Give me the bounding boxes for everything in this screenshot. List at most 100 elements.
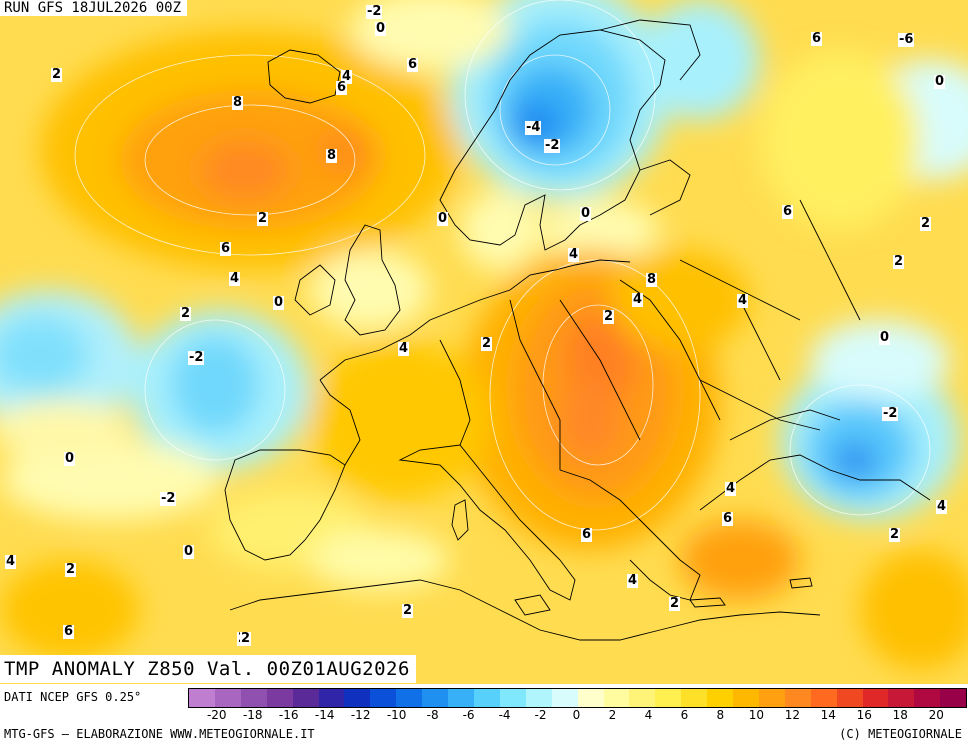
contour-value-label: 8 <box>232 95 244 110</box>
contour-value-label: 4 <box>627 573 639 588</box>
color-scale-swatch <box>396 689 423 707</box>
contour-value-label: 2 <box>893 254 905 269</box>
data-source-label: DATI NCEP GFS 0.25° <box>4 690 142 704</box>
contour-value-label: 6 <box>407 57 419 72</box>
color-scale-tick-label: 6 <box>680 708 689 722</box>
color-scale-swatch <box>318 689 345 707</box>
contour-value-label: 0 <box>375 21 387 36</box>
map-title: TMP ANOMALY Z850 Val. 00Z01AUG2026 <box>0 655 416 683</box>
color-scale-swatch <box>422 689 449 707</box>
color-scale-swatch <box>629 689 656 707</box>
contour-value-label: 8 <box>326 148 338 163</box>
contour-value-label: 4 <box>936 499 948 514</box>
contour-value-label: 4 <box>568 247 580 262</box>
contour-value-label: 6 <box>782 204 794 219</box>
contour-value-label: 2 <box>65 562 77 577</box>
color-scale-swatch <box>888 689 915 707</box>
color-scale-swatch <box>733 689 759 707</box>
color-scale-tick-label: -10 <box>386 708 407 722</box>
contour-value-label: -4 <box>525 120 542 135</box>
color-scale-tick-label: -12 <box>350 708 371 722</box>
color-scale-tick-label: 20 <box>928 708 944 722</box>
contour-value-label: 6 <box>336 80 348 95</box>
color-scale-tick-label: 2 <box>608 708 617 722</box>
contour-value-label: 6 <box>63 624 75 639</box>
contour-value-label: 4 <box>398 341 410 356</box>
color-scale-swatch <box>370 689 397 707</box>
contour-value-label: 8 <box>646 272 658 287</box>
color-scale-swatch <box>681 689 708 707</box>
contour-value-label: 2 <box>669 596 681 611</box>
color-scale-tick-label: -6 <box>462 708 475 722</box>
contour-value-label: 4 <box>229 271 241 286</box>
color-scale-swatch <box>810 689 837 707</box>
contour-value-label: -2 <box>188 350 205 365</box>
color-scale-swatch <box>940 689 967 707</box>
color-scale-swatch <box>836 689 863 707</box>
contour-value-label: 0 <box>183 544 195 559</box>
color-scale-swatch <box>525 689 552 707</box>
copyright-label: (C) METEOGIORNALE <box>839 727 962 741</box>
color-scale-bar <box>188 688 967 708</box>
color-scale-swatch <box>603 689 630 707</box>
color-scale-tick-label: 4 <box>644 708 653 722</box>
color-scale-swatch <box>862 689 889 707</box>
contour-value-label: 6 <box>811 31 823 46</box>
color-scale-swatch <box>499 689 526 707</box>
color-scale-ticks: -20 -18 -16 -14 -12 -10 -8 -6 -4 -2 0 2 4 6 8 10 12 14 16 1… <box>188 708 965 724</box>
color-scale-swatch <box>707 689 734 707</box>
contour-value-label: 2 <box>402 603 414 618</box>
color-scale-swatch <box>189 689 215 707</box>
color-scale-tick-label: 14 <box>820 708 836 722</box>
color-scale-tick-label: -8 <box>426 708 439 722</box>
color-scale-swatch <box>914 689 941 707</box>
color-scale-tick-label: 18 <box>892 708 908 722</box>
color-scale-swatch <box>292 689 319 707</box>
color-scale-swatch <box>240 689 267 707</box>
color-scale-swatch <box>758 689 785 707</box>
color-scale-tick-label: -18 <box>242 708 263 722</box>
contour-value-label: -2 <box>544 138 561 153</box>
color-scale-tick-label: 8 <box>716 708 725 722</box>
contour-value-label: 2 <box>920 216 932 231</box>
contour-value-label: 2 <box>603 309 615 324</box>
contour-value-label: 2 <box>240 631 252 646</box>
credit-label: MTG-GFS – ELABORAZIONE WWW.METEOGIORNALE… <box>4 727 315 741</box>
footer: DATI NCEP GFS 0.25° -2 0 -18 -16 -14 -12 -10 -8… <box>0 684 968 745</box>
contour-value-label: -2 <box>160 491 177 506</box>
map-canvas <box>0 0 968 684</box>
color-scale-swatch <box>344 689 371 707</box>
contour-value-label: 0 <box>437 211 449 226</box>
color-scale-tick-label: 16 <box>856 708 872 722</box>
color-scale-tick-label: -14 <box>314 708 335 722</box>
contour-value-label: 4 <box>341 69 353 84</box>
color-scale-tick-label: 0 <box>572 708 581 722</box>
contour-value-label: 2 <box>257 211 269 226</box>
contour-value-label: 0 <box>934 74 946 89</box>
contour-value-label: 2 <box>481 336 493 351</box>
contour-value-label: 6 <box>581 527 593 542</box>
contour-value-label: 0 <box>580 206 592 221</box>
contour-value-label: 2 <box>180 306 192 321</box>
color-scale-tick-label: -16 <box>278 708 299 722</box>
color-scale-swatch <box>551 689 578 707</box>
color-scale-swatch <box>448 689 474 707</box>
color-scale-swatch <box>473 689 500 707</box>
color-scale-tick-label: 10 <box>748 708 764 722</box>
contour-value-label: 0 <box>273 295 285 310</box>
contour-value-label: 4 <box>737 293 749 308</box>
color-scale-tick-label: -2 <box>534 708 547 722</box>
contour-value-label: 0 <box>64 451 76 466</box>
contour-value-label: 4 <box>5 554 17 569</box>
color-scale-tick-label: -4 <box>498 708 511 722</box>
contour-value-label: 0 <box>879 330 891 345</box>
contour-value-label: 4 <box>632 292 644 307</box>
contour-value-label: 6 <box>220 241 232 256</box>
color-scale-swatch <box>214 689 241 707</box>
anomaly-shading <box>0 0 968 670</box>
contour-value-label: 2 <box>889 527 901 542</box>
color-scale-swatch <box>784 689 811 707</box>
contour-value-label: -6 <box>898 32 915 47</box>
contour-value-label: -2 <box>366 4 383 19</box>
contour-value-label: -2 <box>882 406 899 421</box>
